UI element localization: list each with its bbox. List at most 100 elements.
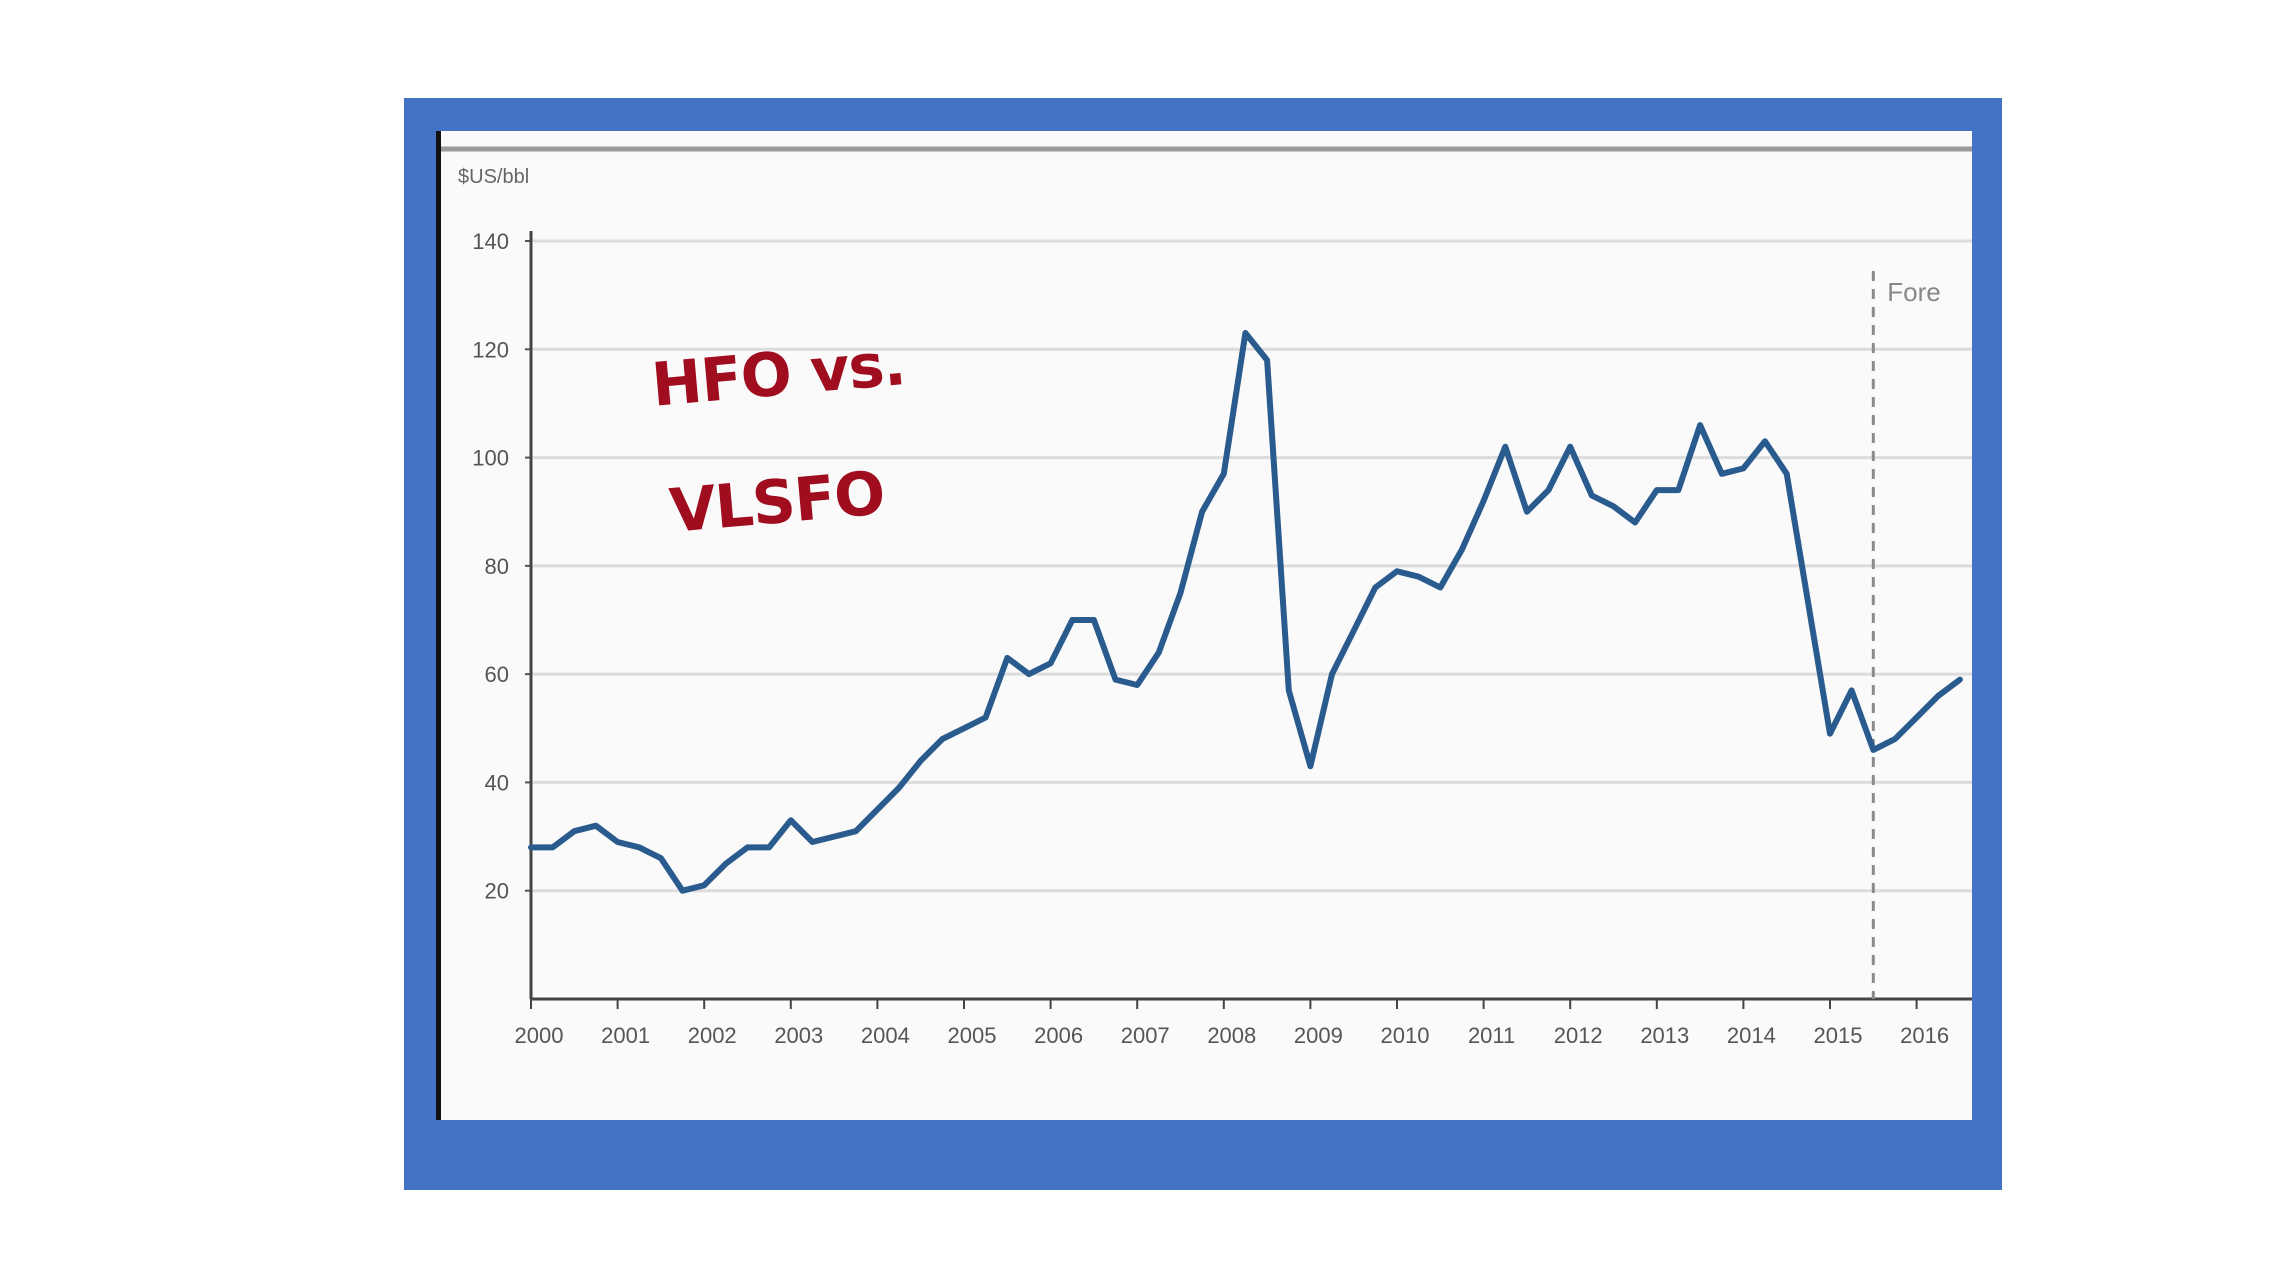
x-tick-label: 2005 <box>948 1023 997 1048</box>
data-point <box>1763 439 1768 444</box>
data-point <box>572 829 577 834</box>
x-tick-label: 2011 <box>1468 1023 1515 1048</box>
data-point <box>832 834 837 839</box>
data-point <box>745 845 750 850</box>
data-point <box>1741 466 1746 471</box>
data-point <box>1351 628 1356 633</box>
data-point <box>1719 471 1724 476</box>
series-layer <box>528 330 1963 894</box>
data-point <box>529 845 533 850</box>
y-tick-label: 100 <box>472 446 509 471</box>
data-point <box>1113 677 1118 682</box>
data-point <box>637 845 642 850</box>
gridlines <box>525 239 1972 893</box>
data-point <box>1568 444 1573 449</box>
x-tick-label: 2013 <box>1640 1023 1689 1048</box>
data-point <box>1178 590 1183 595</box>
data-point <box>1005 655 1010 660</box>
x-tick-label: 2004 <box>861 1023 910 1048</box>
data-point <box>1784 471 1789 476</box>
data-point <box>1221 471 1226 476</box>
data-point <box>1611 504 1616 509</box>
data-point <box>1200 509 1205 514</box>
data-point <box>1654 488 1659 493</box>
data-point <box>1633 520 1638 525</box>
data-point <box>1459 547 1464 552</box>
axes <box>529 231 1972 1001</box>
x-tick-label: 2003 <box>774 1023 823 1048</box>
data-point <box>962 726 966 731</box>
data-point <box>1438 585 1443 590</box>
x-tick-label: 2008 <box>1207 1023 1256 1048</box>
data-point <box>983 715 988 720</box>
y-tick-label: 20 <box>485 879 509 904</box>
data-point <box>1156 650 1161 655</box>
data-point <box>1026 672 1031 677</box>
data-point <box>940 737 945 742</box>
data-point <box>897 785 902 790</box>
data-point <box>1265 358 1270 363</box>
data-point <box>1871 747 1876 752</box>
data-point <box>1308 764 1313 769</box>
data-point <box>1892 737 1897 742</box>
data-point <box>550 845 555 850</box>
data-point <box>1957 677 1962 682</box>
data-point <box>1546 488 1551 493</box>
x-tick-label: 2002 <box>688 1023 737 1048</box>
data-point <box>1330 672 1335 677</box>
data-point <box>1135 682 1140 687</box>
data-point <box>1849 688 1854 693</box>
y-tick-label: 80 <box>485 554 509 579</box>
data-point <box>1373 585 1378 590</box>
data-point <box>875 807 880 812</box>
y-tick-labels: 20 40 60 80 100 120 140 <box>472 229 509 904</box>
data-point <box>810 839 815 844</box>
left-edge-bar <box>436 131 441 1120</box>
unit-label: $US/bbl <box>458 166 529 188</box>
data-point <box>1481 498 1486 503</box>
data-point <box>1286 688 1291 693</box>
data-point <box>1914 715 1919 720</box>
x-tick-label: 2016 <box>1900 1023 1949 1048</box>
data-point <box>702 883 707 888</box>
data-point <box>1503 444 1508 449</box>
x-tick-label: 2006 <box>1034 1023 1083 1048</box>
data-point <box>723 861 728 866</box>
data-point <box>767 845 772 850</box>
x-tick-label: 2007 <box>1121 1023 1170 1048</box>
data-point <box>680 888 685 893</box>
x-tick-label: 2010 <box>1381 1023 1430 1048</box>
x-tick-label: 2001 <box>601 1023 650 1048</box>
data-point <box>1070 618 1075 622</box>
data-point <box>1806 601 1811 606</box>
x-tick-label: 2015 <box>1814 1023 1863 1048</box>
x-tick-label: 2014 <box>1727 1023 1776 1048</box>
x-tick-label: 2012 <box>1554 1023 1603 1048</box>
data-point <box>1828 731 1832 736</box>
y-tick-label: 60 <box>485 662 509 687</box>
data-point <box>1416 574 1421 579</box>
x-tick-labels: 2000 2001 2002 2003 2004 2005 2006 2007 2008 2009… <box>515 999 1949 1048</box>
y-tick-label: 120 <box>472 337 509 362</box>
data-point <box>1524 509 1529 514</box>
y-tick-label: 140 <box>472 229 509 254</box>
forecast-marker: Fore <box>1871 271 1941 999</box>
forecast-label: Fore <box>1887 277 1940 307</box>
chart-frame: 20 40 60 80 100 120 140 2000 2001 2002 2003 2004 20… <box>404 98 2002 1190</box>
data-point <box>1395 569 1399 574</box>
data-point <box>658 856 663 861</box>
data-point <box>615 839 620 844</box>
y-tick-label: 40 <box>485 770 509 795</box>
data-point <box>1589 493 1594 498</box>
data-point <box>1936 693 1941 698</box>
data-point <box>853 829 858 834</box>
data-point <box>593 823 598 828</box>
data-point <box>1048 661 1053 666</box>
x-tick-label: 2000 <box>515 1023 564 1048</box>
data-point <box>1243 331 1248 336</box>
x-tick-label: 2009 <box>1294 1023 1343 1048</box>
chart-panel: 20 40 60 80 100 120 140 2000 2001 2002 2003 2004 20… <box>436 131 1972 1120</box>
data-point <box>918 758 923 763</box>
data-point <box>1698 423 1703 428</box>
